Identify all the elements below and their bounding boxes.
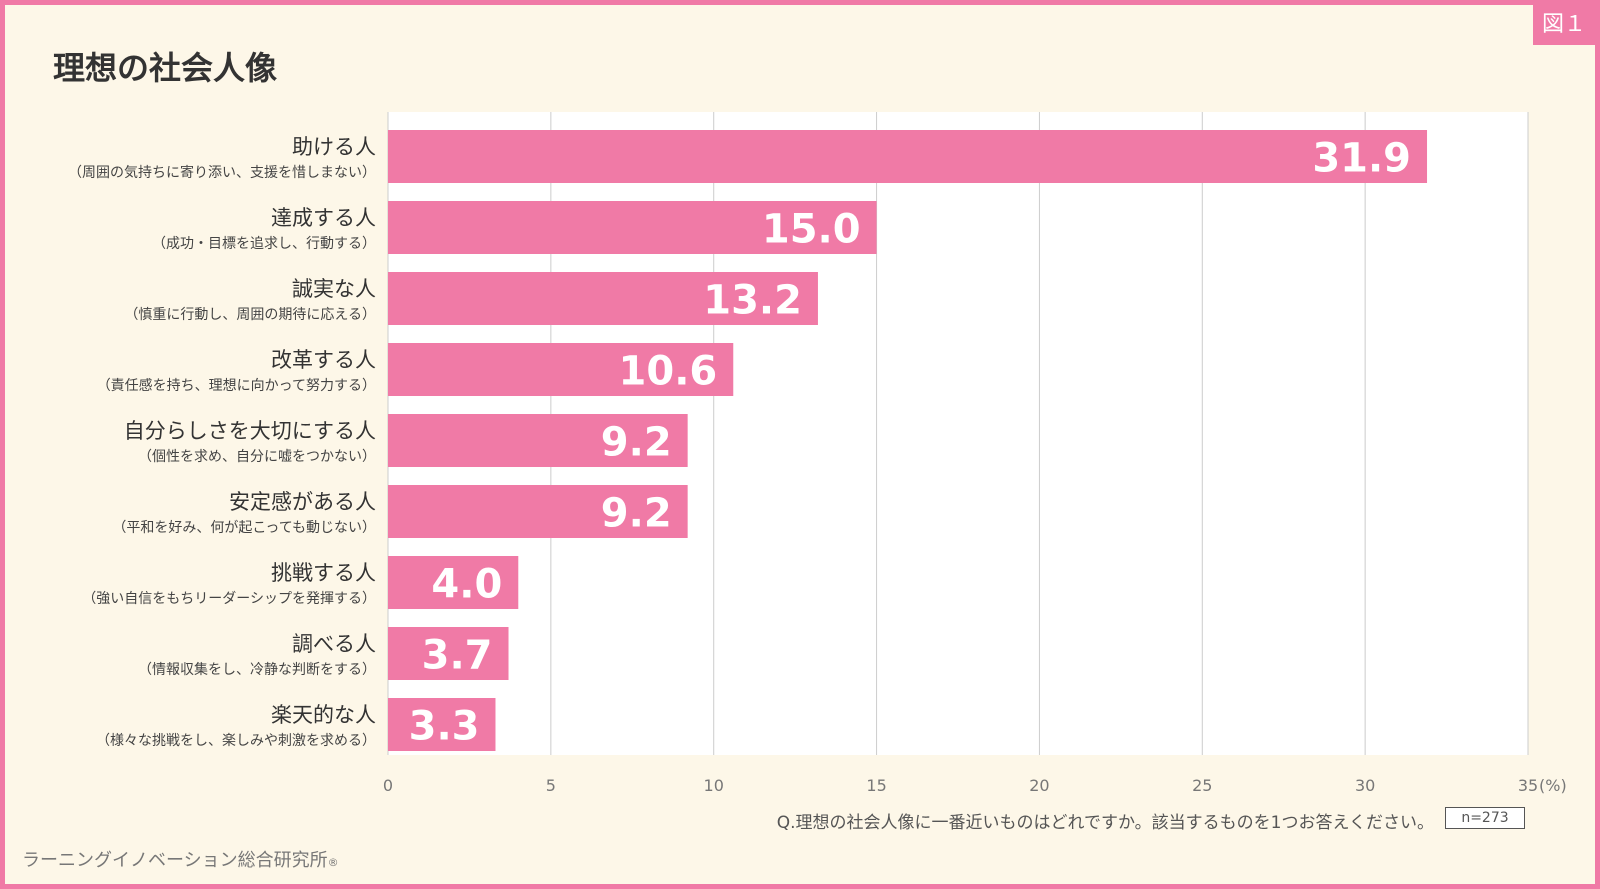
x-tick-label: 5 [546,776,556,795]
bar [388,627,509,680]
sample-size-box: n=273 [1445,807,1525,829]
bar-value-label: 4.0 [431,562,502,608]
category-sublabel: （個性を求め、自分に嘘をつかない） [138,449,376,465]
x-tick-label: 30 [1355,776,1375,795]
bar [388,343,734,396]
x-tick-label: 35 [1518,776,1538,795]
registered-mark: ® [327,856,339,869]
category-sublabel: （成功・目標を追求し、行動する） [152,236,376,252]
bar-value-label: 31.9 [1312,136,1411,182]
bar-value-label: 13.2 [703,278,802,324]
x-unit-label: (%) [1539,776,1567,795]
x-tick-label: 0 [383,776,393,795]
bar [388,698,496,751]
chart-title: 理想の社会人像 [53,49,278,87]
bar [388,485,688,538]
bar-value-label: 3.3 [409,704,480,750]
category-label: 挑戦する人 [271,561,376,585]
category-label: 楽天的な人 [271,703,376,727]
brand-footer: ラーニングイノベーション総合研究所® [22,846,339,872]
x-tick-label: 15 [866,776,886,795]
bar [388,414,688,467]
category-label: 誠実な人 [292,277,376,301]
category-label: 達成する人 [271,206,376,230]
category-sublabel: （様々な挑戦をし、楽しみや刺激を求める） [96,732,376,749]
bar-value-label: 10.6 [619,349,718,395]
x-tick-label: 25 [1192,776,1212,795]
brand-name: ラーニングイノベーション総合研究所 [22,850,328,871]
category-sublabel: （周囲の気持ちに寄り添い、支援を惜しまない） [68,164,376,181]
category-label: 自分らしさを大切にする人 [124,419,376,443]
bar [388,130,1428,183]
bar-value-label: 3.7 [422,633,493,679]
category-sublabel: （平和を好み、何が起こっても動じない） [112,520,376,536]
bar-value-label: 15.0 [762,207,861,253]
category-label: 助ける人 [292,135,376,159]
bar [388,272,818,325]
x-tick-label: 10 [704,776,724,795]
category-sublabel: （情報収集をし、冷静な判断をする） [138,661,376,678]
category-label: 調べる人 [292,632,376,656]
category-label: 改革する人 [271,348,376,372]
x-tick-label: 20 [1029,776,1049,795]
category-sublabel: （強い自信をもちリーダーシップを発揮する） [82,591,376,607]
survey-question: Q.理想の社会人像に一番近いものはどれですか。該当するものを1つお答えください。 [776,813,1434,833]
category-sublabel: （責任感を持ち、理想に向かって努力する） [97,377,376,394]
bar [388,201,877,254]
category-sublabel: （慎重に行動し、周囲の期待に応える） [124,307,376,323]
bar-value-label: 9.2 [601,491,672,537]
figure-label-badge: 図１ [1533,5,1595,45]
category-label: 安定感がある人 [229,490,376,514]
bar [388,556,519,609]
bar-value-label: 9.2 [601,420,672,466]
